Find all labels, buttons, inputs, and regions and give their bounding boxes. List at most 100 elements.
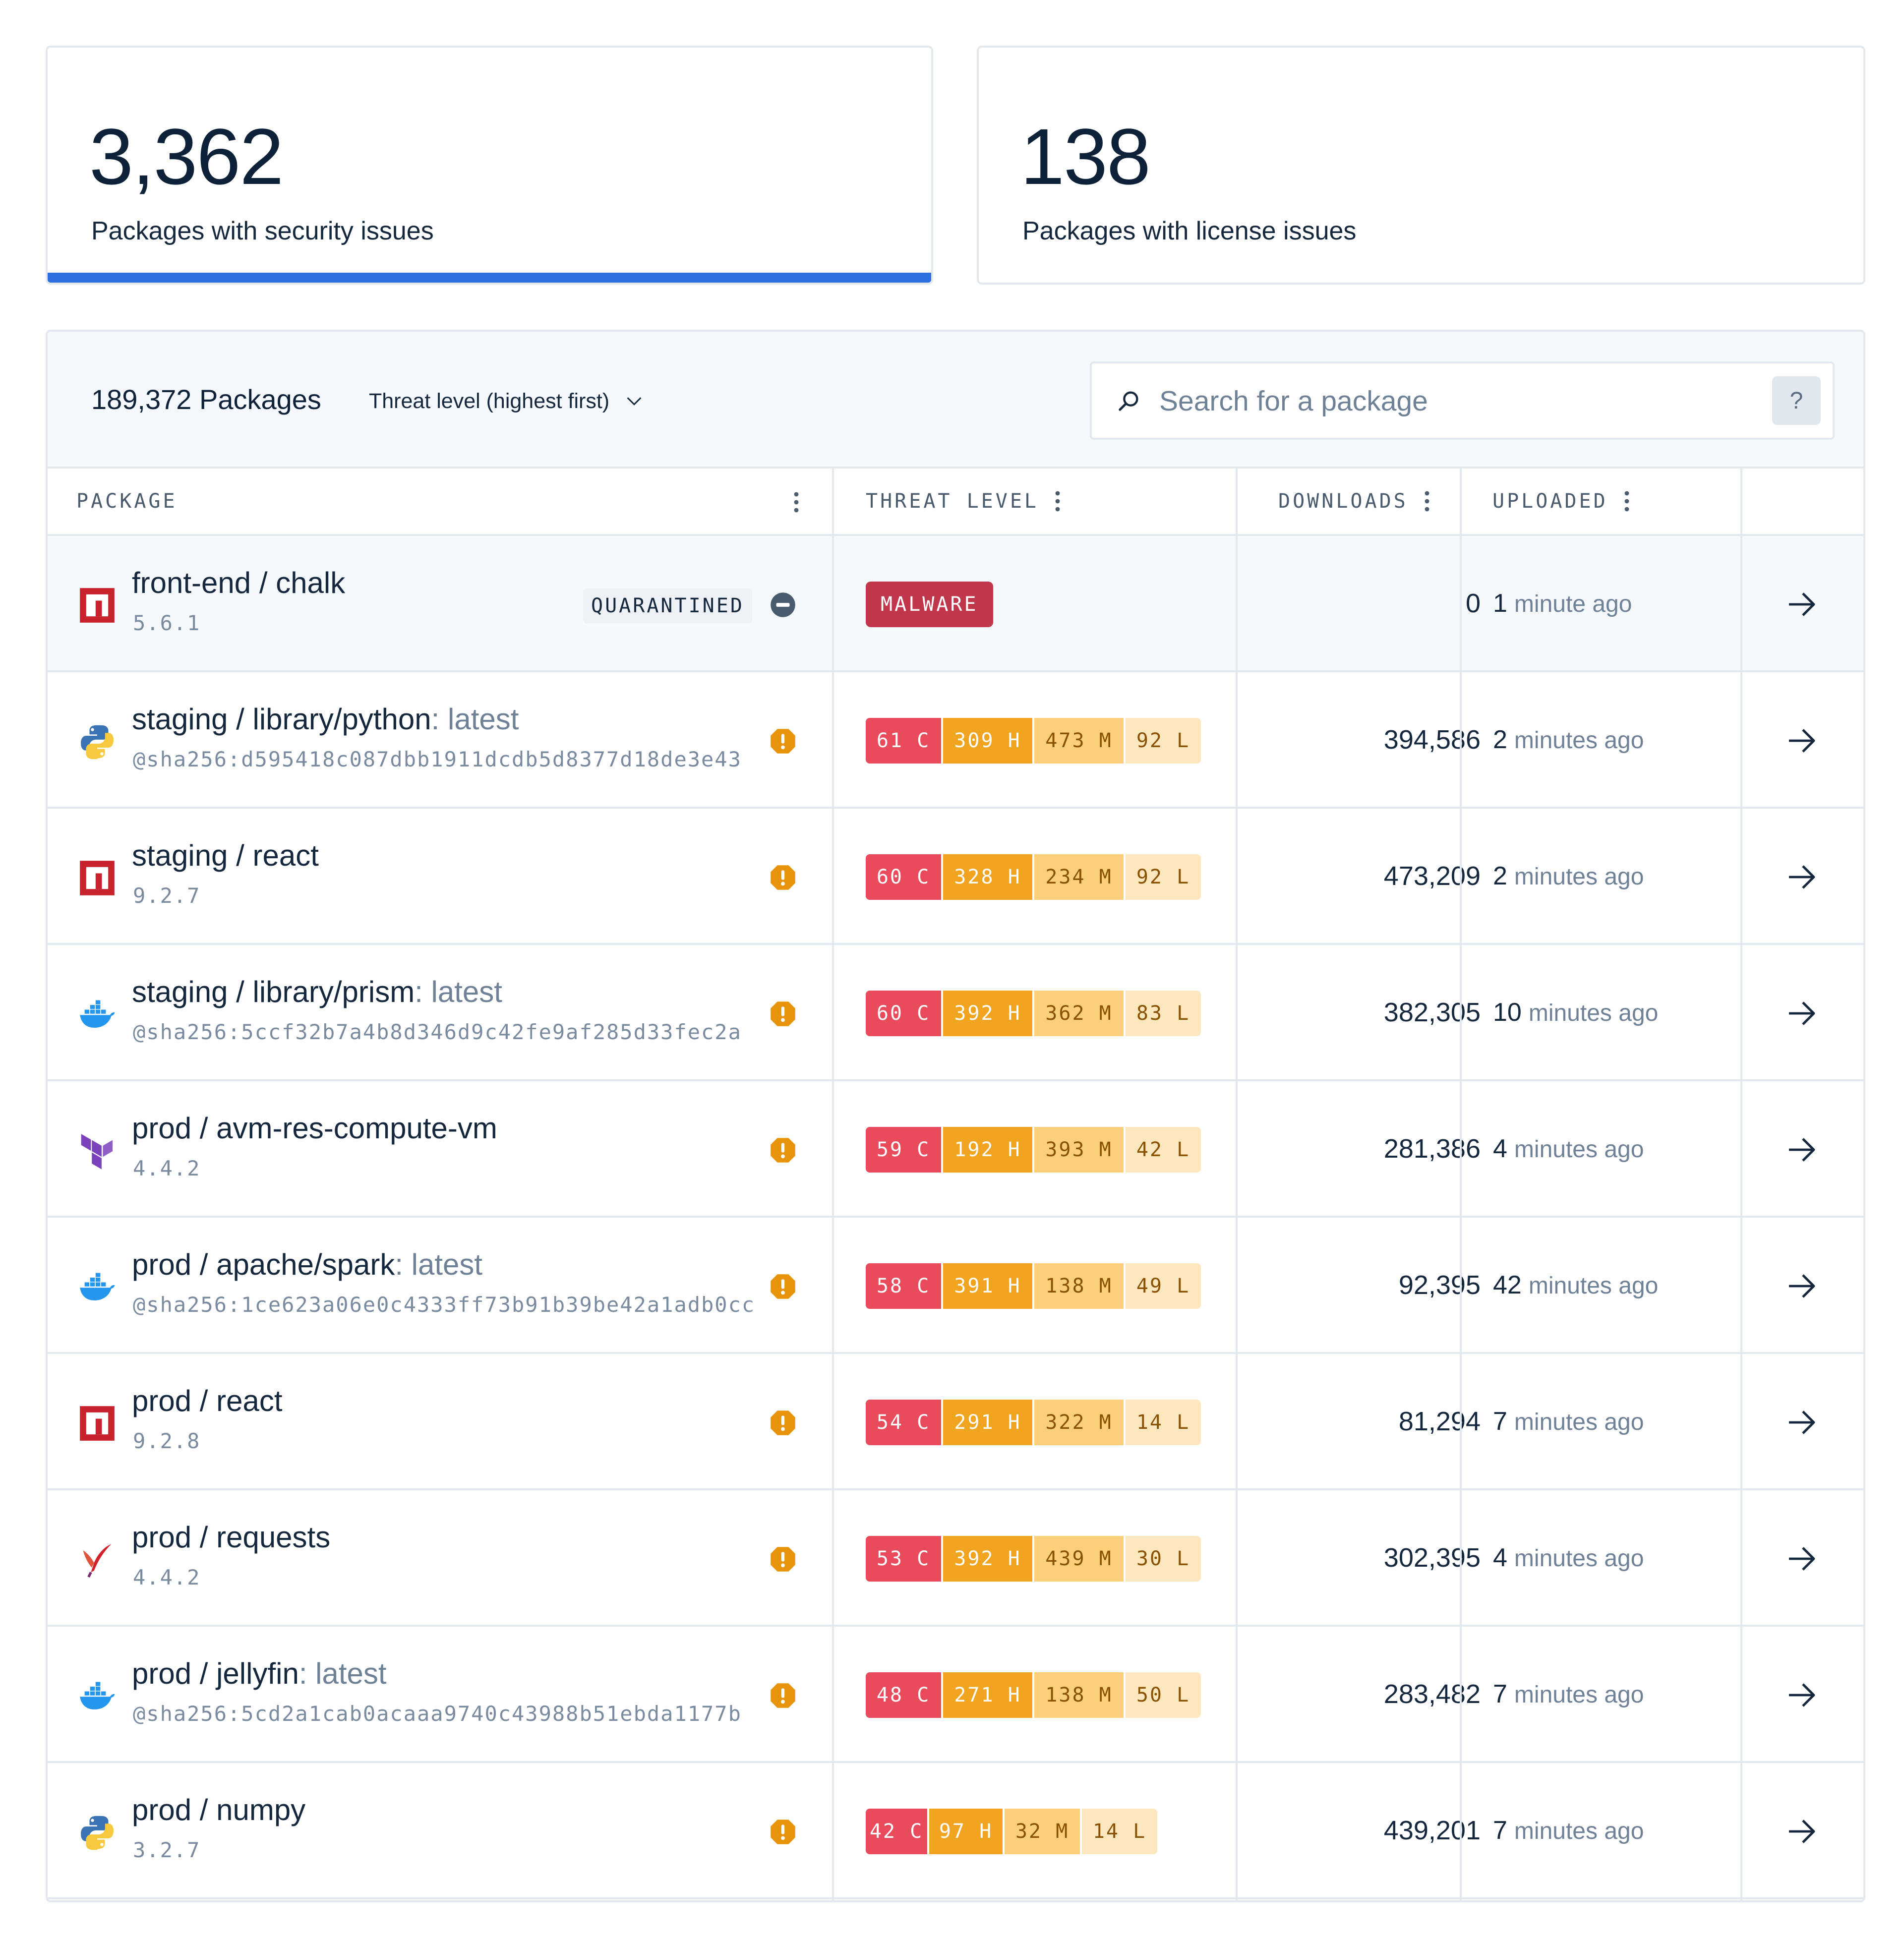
threat-column-menu-icon[interactable] <box>1055 490 1061 512</box>
table-row[interactable]: front-end / chalk 5.6.1 QUARANTINED MALWARE… <box>48 536 1863 672</box>
package-name-text: front-end / chalk <box>132 566 346 599</box>
table-row[interactable]: staging / react 9.2.7 60 C 328 H 234 M 92 L 47… <box>48 809 1863 945</box>
column-header-downloads[interactable]: DOWNLOADS <box>1278 469 1430 534</box>
security-issues-count: 3,362 <box>89 112 284 201</box>
docker-icon <box>78 1677 116 1715</box>
threat-high-count: 97 H <box>929 1809 1003 1854</box>
arrow-right-icon[interactable] <box>1787 1819 1817 1844</box>
search-input[interactable] <box>1159 378 1754 424</box>
threat-low-count: 83 L <box>1126 991 1201 1036</box>
package-name[interactable]: prod / apache/spark: latest <box>132 1246 482 1283</box>
table-row[interactable]: prod / jellyfin: latest @sha256:5cd2a1cab… <box>48 1627 1863 1763</box>
threat-critical-count: 60 C <box>866 991 941 1036</box>
arrow-right-icon[interactable] <box>1787 1273 1817 1299</box>
search-icon <box>1119 391 1138 411</box>
uploaded-time: 4 minutes ago <box>1493 1540 1644 1577</box>
security-issues-label: Packages with security issues <box>91 217 434 245</box>
threat-medium-count: 322 M <box>1034 1400 1124 1445</box>
package-version: 9.2.7 <box>133 883 201 908</box>
arrow-right-icon[interactable] <box>1787 728 1817 754</box>
sort-dropdown-label: Threat level (highest first) <box>369 389 610 413</box>
table-row[interactable]: staging / library/prism: latest @sha256:5… <box>48 945 1863 1081</box>
python-icon <box>78 723 116 761</box>
package-name[interactable]: staging / react <box>132 837 319 874</box>
npm-icon <box>78 1405 116 1442</box>
threat-medium-count: 362 M <box>1034 991 1124 1036</box>
threat-low-count: 92 L <box>1126 854 1201 900</box>
uploaded-column-menu-icon[interactable] <box>1624 490 1630 512</box>
warning-icon <box>770 1137 796 1164</box>
arrow-right-icon[interactable] <box>1787 1682 1817 1708</box>
license-issues-card[interactable]: 138 Packages with license issues <box>977 46 1865 285</box>
package-name[interactable]: front-end / chalk <box>132 565 345 601</box>
column-header-threat[interactable]: THREAT LEVEL <box>866 469 1061 534</box>
package-version: 3.2.7 <box>133 1838 201 1862</box>
downloads-count: 473,209 <box>1383 861 1481 891</box>
threat-level-bar: 60 C 392 H 362 M 83 L <box>866 991 1201 1036</box>
arrow-right-icon[interactable] <box>1787 1137 1817 1163</box>
table-row[interactable]: prod / requests 4.4.2 53 C 392 H 439 M 30 L 30… <box>48 1490 1863 1627</box>
uploaded-number: 2 <box>1493 862 1507 890</box>
package-name[interactable]: staging / library/python: latest <box>132 701 519 738</box>
chevron-down-icon <box>627 397 642 406</box>
uploaded-unit: minutes ago <box>1514 1818 1644 1844</box>
downloads-count: 382,305 <box>1383 998 1481 1027</box>
package-tag: : latest <box>298 1657 387 1690</box>
package-tag: : latest <box>395 1248 483 1281</box>
downloads-column-menu-icon[interactable] <box>1424 490 1430 512</box>
uploaded-number: 7 <box>1493 1407 1507 1436</box>
package-name-text: prod / jellyfin <box>132 1657 299 1690</box>
threat-low-count: 92 L <box>1126 718 1201 764</box>
table-row[interactable]: staging / library/python: latest @sha256:… <box>48 672 1863 809</box>
table-toolbar: 189,372 Packages Threat level (highest f… <box>48 332 1863 469</box>
uploaded-time: 1 minute ago <box>1493 586 1632 622</box>
security-issues-card[interactable]: 3,362 Packages with security issues <box>46 46 933 285</box>
uploaded-time: 2 minutes ago <box>1493 722 1644 759</box>
threat-low-count: 14 L <box>1126 1400 1201 1445</box>
arrow-right-icon[interactable] <box>1787 1000 1817 1026</box>
arrow-right-icon[interactable] <box>1787 864 1817 890</box>
threat-level-bar: 58 C 391 H 138 M 49 L <box>866 1263 1201 1309</box>
license-issues-count: 138 <box>1020 112 1151 201</box>
threat-medium-count: 473 M <box>1034 718 1124 764</box>
uploaded-time: 7 minutes ago <box>1493 1676 1644 1713</box>
package-name[interactable]: prod / numpy <box>132 1792 305 1828</box>
threat-high-count: 271 H <box>943 1672 1032 1718</box>
package-name-text: prod / apache/spark <box>132 1248 395 1281</box>
threat-low-count: 49 L <box>1126 1263 1201 1309</box>
threat-critical-count: 59 C <box>866 1127 941 1173</box>
arrow-right-icon[interactable] <box>1787 1546 1817 1572</box>
uploaded-time: 10 minutes ago <box>1493 995 1658 1031</box>
help-button[interactable]: ? <box>1772 376 1821 425</box>
uploaded-time: 7 minutes ago <box>1493 1813 1644 1849</box>
threat-level-bar: 60 C 328 H 234 M 92 L <box>866 854 1201 900</box>
package-name[interactable]: prod / react <box>132 1383 283 1419</box>
table-row[interactable]: prod / react 9.2.8 54 C 291 H 322 M 14 L 81,29… <box>48 1354 1863 1490</box>
arrow-right-icon[interactable] <box>1787 591 1817 617</box>
sort-dropdown[interactable]: Threat level (highest first) <box>369 386 644 416</box>
docker-icon <box>78 996 116 1033</box>
package-name[interactable]: prod / requests <box>132 1519 330 1556</box>
threat-high-count: 291 H <box>943 1400 1032 1445</box>
column-header-package-label: PACKAGE <box>76 490 178 513</box>
package-name[interactable]: prod / jellyfin: latest <box>132 1655 387 1692</box>
active-card-indicator <box>48 273 931 283</box>
uploaded-time: 7 minutes ago <box>1493 1404 1644 1440</box>
package-column-menu-icon[interactable] <box>793 491 799 513</box>
search-box: ? <box>1090 361 1835 440</box>
downloads-count: 302,395 <box>1383 1543 1481 1573</box>
table-row[interactable]: prod / apache/spark: latest @sha256:1ce62… <box>48 1218 1863 1354</box>
threat-medium-count: 32 M <box>1005 1809 1080 1854</box>
column-header-uploaded[interactable]: UPLOADED <box>1492 469 1630 534</box>
package-name[interactable]: prod / avm-res-compute-vm <box>132 1110 497 1147</box>
column-header-uploaded-label: UPLOADED <box>1492 490 1608 513</box>
threat-medium-count: 234 M <box>1034 854 1124 900</box>
uploaded-time: 2 minutes ago <box>1493 858 1644 895</box>
column-header-package[interactable]: PACKAGE <box>76 469 178 534</box>
threat-level-bar: 53 C 392 H 439 M 30 L <box>866 1536 1201 1582</box>
package-name[interactable]: staging / library/prism: latest <box>132 974 502 1010</box>
column-header-threat-label: THREAT LEVEL <box>866 490 1039 513</box>
table-row[interactable]: prod / numpy 3.2.7 42 C 97 H 32 M 14 L 439,201… <box>48 1763 1863 1899</box>
arrow-right-icon[interactable] <box>1787 1410 1817 1435</box>
